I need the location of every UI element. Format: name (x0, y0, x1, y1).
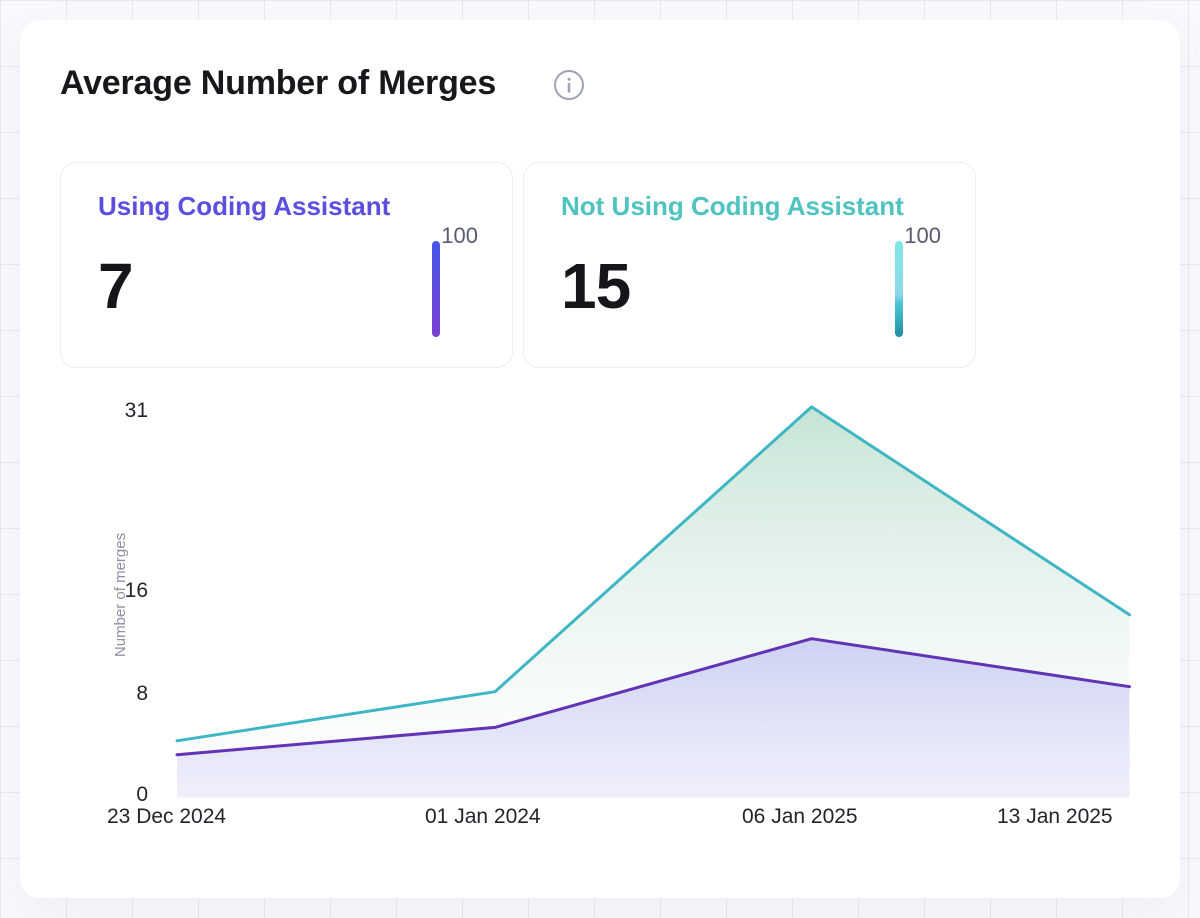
svg-text:06 Jan 2025: 06 Jan 2025 (742, 805, 858, 828)
svg-text:Number of merges: Number of merges (112, 533, 129, 657)
svg-text:13 Jan 2025: 13 Jan 2025 (997, 805, 1113, 828)
svg-text:0: 0 (136, 783, 148, 806)
svg-text:23 Dec 2024: 23 Dec 2024 (107, 805, 226, 828)
svg-text:8: 8 (136, 682, 148, 705)
svg-text:01 Jan 2024: 01 Jan 2024 (425, 805, 541, 828)
svg-text:31: 31 (125, 399, 148, 422)
